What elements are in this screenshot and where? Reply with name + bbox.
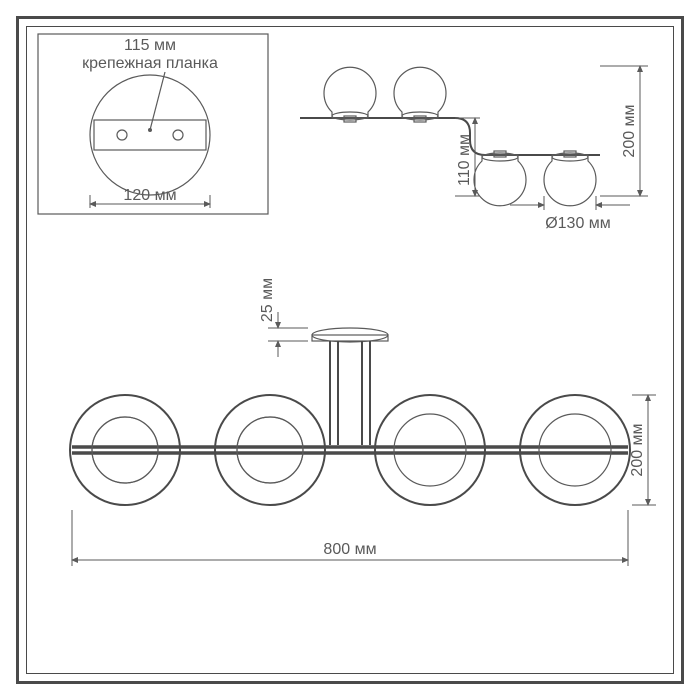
dim-side-height: 200 мм — [621, 104, 638, 157]
top-view: 25 мм 200 мм 800 мм — [70, 278, 656, 566]
shade-down-1 — [474, 151, 526, 206]
label-plate-name: крепежная планка — [82, 55, 218, 72]
dim-top-width: 200 мм — [629, 423, 646, 476]
bracket-detail: 115 мм крепежная планка 120 мм — [38, 34, 268, 214]
dim-shade-dia: Ø130 мм — [545, 215, 611, 232]
drawing-stage: { "frame": { "outer_margin": 16, "inner_… — [0, 0, 700, 700]
dim-mount-height: 25 мм — [259, 278, 276, 322]
dim-circle-width: 120 мм — [123, 187, 176, 204]
shade-down-2 — [544, 151, 596, 206]
shade-up-2 — [394, 67, 446, 122]
side-view: 200 мм 110 мм Ø130 мм — [300, 66, 648, 232]
dim-drop: 110 мм — [456, 134, 473, 186]
dim-top-length: 800 мм — [323, 541, 376, 558]
shade-up-1 — [324, 67, 376, 122]
technical-drawing: 115 мм крепежная планка 120 мм 200 мм 11… — [0, 0, 700, 700]
dim-plate-width: 115 мм — [124, 37, 176, 54]
